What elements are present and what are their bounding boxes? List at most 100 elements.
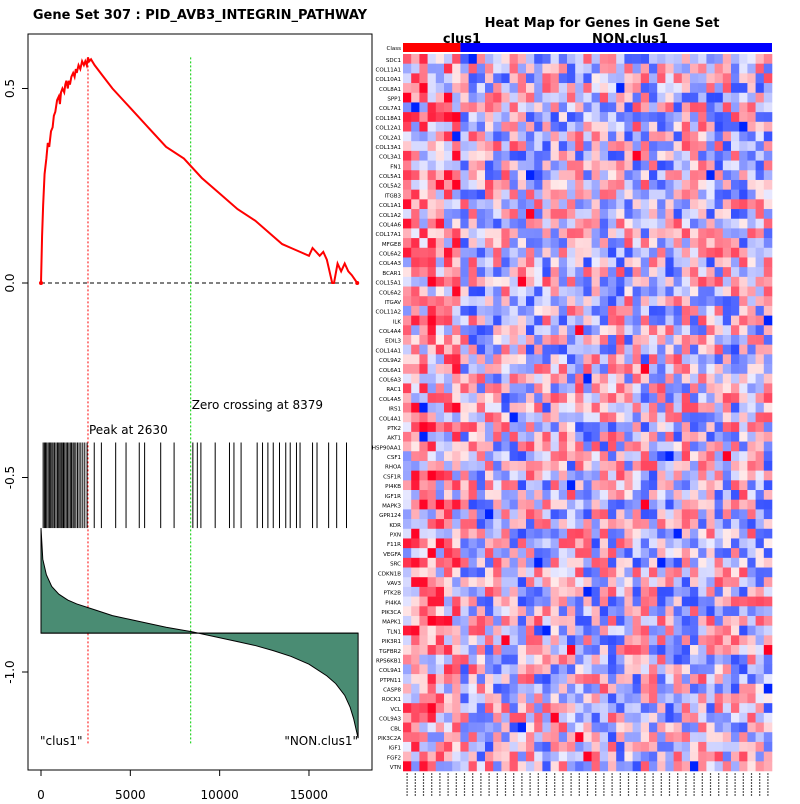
heatmap-cell (403, 567, 412, 578)
heatmap-cell (435, 693, 445, 704)
heatmap-cell (550, 54, 560, 64)
heatmap-cell (444, 364, 453, 375)
heatmap-cell (616, 218, 625, 229)
heatmap-cell (476, 412, 486, 423)
heatmap-cell (468, 267, 478, 278)
heatmap-cell (403, 199, 412, 210)
heatmap-cell (665, 247, 674, 258)
heatmap-cell (731, 267, 740, 278)
heatmap-cell (558, 625, 568, 636)
heatmap-cell (509, 519, 519, 530)
heatmap-cell (468, 383, 478, 394)
heatmap-cell (550, 73, 560, 84)
heatmap-cell (468, 470, 478, 481)
heatmap-cell (599, 150, 609, 161)
heatmap-cell (698, 654, 707, 665)
heatmap-cell (501, 257, 510, 268)
heatmap-cell (509, 276, 519, 287)
heatmap-cell (493, 189, 502, 200)
heatmap-cell (640, 402, 650, 413)
heatmap-cell (665, 441, 674, 452)
heatmap-cell (509, 402, 519, 413)
heatmap-cell (739, 761, 748, 772)
heatmap-cell (460, 557, 469, 568)
heatmap-cell (403, 218, 412, 229)
heatmap-cell (468, 596, 478, 607)
heatmap-cell (673, 73, 683, 84)
heatmap-cell (599, 257, 609, 268)
heatmap-cell (616, 276, 625, 287)
heatmap-cell (558, 460, 568, 471)
heatmap-cell (558, 257, 568, 268)
heatmap-cell (452, 373, 461, 384)
heatmap-cell (690, 63, 699, 74)
heatmap-cell (599, 664, 609, 675)
heatmap-cell (624, 402, 633, 413)
heatmap-cell (558, 296, 568, 307)
heatmap-cell (427, 722, 437, 733)
heatmap-cell (575, 228, 584, 239)
heatmap-cell (722, 112, 732, 123)
heatmap-cell (435, 557, 445, 568)
heatmap-cell (501, 606, 510, 617)
heatmap-cell (435, 344, 445, 355)
heatmap-cell (698, 557, 707, 568)
heatmap-cell (698, 131, 707, 142)
heatmap-cell (747, 54, 756, 64)
gene-label: PI4KB (385, 484, 401, 490)
heatmap-cell (403, 441, 412, 452)
heatmap-cell (435, 674, 445, 685)
heatmap-cell (485, 170, 494, 181)
heatmap-cell (526, 441, 535, 452)
heatmap-cell (690, 645, 699, 656)
heatmap-cell (468, 63, 478, 74)
heatmap-cell (534, 296, 543, 307)
heatmap-cell (452, 131, 461, 142)
heatmap-cell (468, 112, 478, 123)
heatmap-cell (427, 586, 437, 597)
heatmap-cell (435, 325, 445, 336)
heatmap-cell (476, 54, 486, 64)
heatmap-cell (747, 238, 756, 249)
heatmap-cell (690, 373, 699, 384)
heatmap-cell (690, 189, 699, 200)
heatmap-cell (640, 160, 650, 171)
heatmap-cell (468, 305, 478, 316)
heatmap-cell (632, 189, 642, 200)
heatmap-cell (419, 586, 428, 597)
heatmap-cell (608, 286, 617, 297)
heatmap-cell (657, 470, 666, 481)
heatmap-cell (747, 761, 756, 772)
heatmap-cell (542, 470, 551, 481)
heatmap-cell (616, 645, 625, 656)
heatmap-cell (739, 315, 748, 326)
heatmap-cell (558, 209, 568, 220)
heatmap-cell (722, 586, 732, 597)
heatmap-cell (665, 577, 674, 588)
heatmap-cell (690, 606, 699, 617)
heatmap-cell (640, 664, 650, 675)
heatmap-cell (517, 674, 527, 685)
heatmap-cell (673, 586, 683, 597)
heatmap-cell (599, 286, 609, 297)
heatmap-cell (747, 451, 756, 462)
heatmap-cell (526, 83, 535, 94)
heatmap-cell (558, 150, 568, 161)
heatmap-cell (452, 693, 461, 704)
heatmap-cell (526, 528, 535, 539)
heatmap-cell (599, 596, 609, 607)
heatmap-cell (608, 625, 617, 636)
heatmap-cell (755, 150, 765, 161)
heatmap-cell (673, 470, 683, 481)
heatmap-cell (460, 499, 469, 510)
heatmap-cell (444, 296, 453, 307)
heatmap-cell (681, 509, 691, 520)
heatmap-cell (452, 441, 461, 452)
heatmap-cell (714, 325, 724, 336)
heatmap-cell (460, 654, 469, 665)
heatmap-cell (599, 54, 609, 64)
gene-label: RAC1 (386, 387, 401, 393)
heatmap-cell (632, 199, 642, 210)
heatmap-cell (419, 615, 428, 626)
heatmap-cell (632, 654, 642, 665)
